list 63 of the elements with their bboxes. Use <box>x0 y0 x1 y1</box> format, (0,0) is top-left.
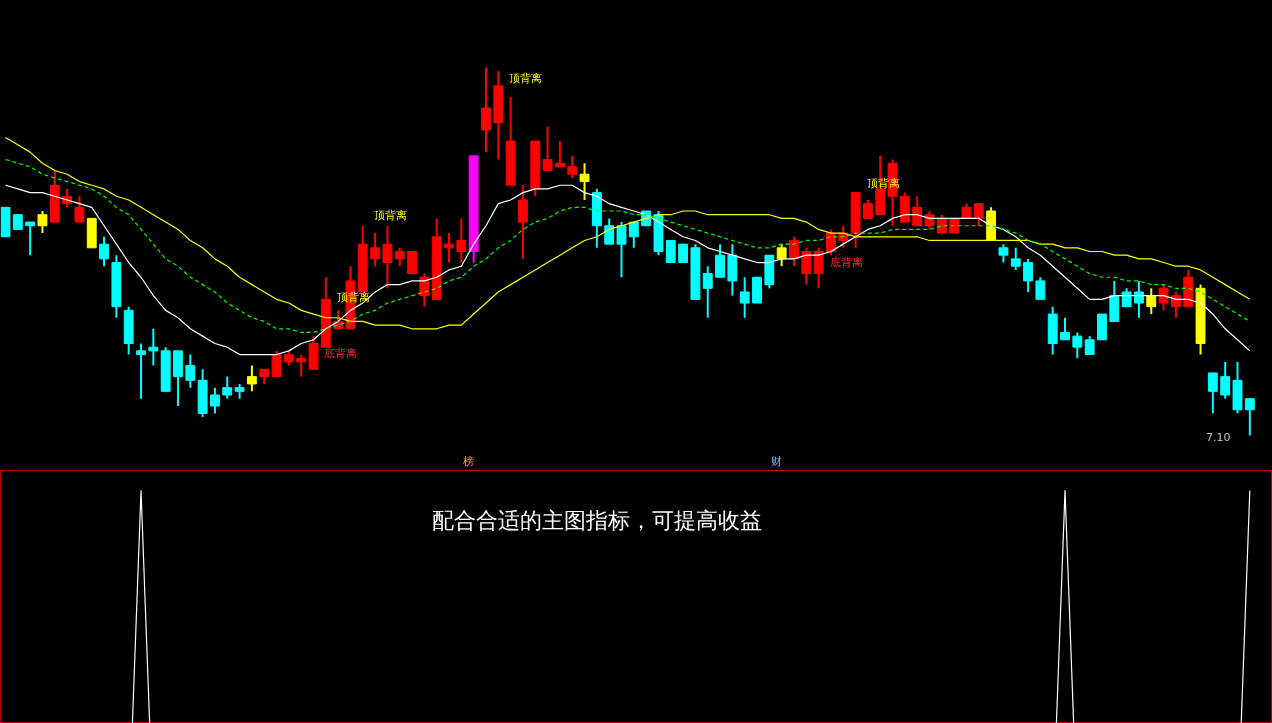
candlestick <box>567 154 578 179</box>
candlestick <box>370 232 381 268</box>
candlestick <box>456 217 467 264</box>
candlestick <box>1170 290 1181 319</box>
candlestick <box>1220 360 1231 400</box>
candlestick <box>1207 371 1218 415</box>
candlestick <box>1060 316 1070 341</box>
candlestick <box>801 246 812 286</box>
candlestick <box>1010 246 1021 271</box>
candlestick <box>789 235 799 268</box>
candlestick <box>37 210 48 235</box>
candlestick <box>382 224 393 290</box>
candlestick <box>148 327 159 367</box>
candlestick <box>936 213 947 235</box>
candlestick <box>444 232 454 264</box>
candlestick <box>271 349 282 378</box>
candlestick <box>715 243 725 279</box>
candlestick <box>702 265 713 319</box>
annotation: 7.10 <box>1206 430 1231 444</box>
candlestick <box>99 235 109 268</box>
candlestick <box>1146 287 1157 316</box>
candlestick <box>862 198 873 220</box>
candlestick <box>776 243 787 268</box>
candlestick <box>1158 283 1169 312</box>
candlestick <box>542 125 553 172</box>
annotation: 底背离 <box>830 256 863 269</box>
annotation: 顶背离 <box>509 72 542 85</box>
candlestick <box>604 217 615 246</box>
candlestick <box>246 364 257 393</box>
candlestick <box>998 243 1009 264</box>
candlestick <box>1084 335 1095 356</box>
candlestick <box>407 251 417 275</box>
candlestick <box>628 221 639 249</box>
candlestick <box>296 353 307 378</box>
annotation: 底背离 <box>324 347 357 360</box>
candlestick <box>1121 287 1132 308</box>
candlestick <box>665 239 676 264</box>
candlestick <box>554 140 565 168</box>
candlestick <box>222 375 233 400</box>
candlestick <box>25 221 36 257</box>
annotation: 顶背离 <box>374 209 407 222</box>
candlestick <box>1134 279 1144 319</box>
candlestick <box>136 342 146 400</box>
candlestick <box>210 386 220 415</box>
candlestick <box>518 184 528 260</box>
candlestick <box>678 243 689 264</box>
candlestick <box>739 276 750 319</box>
candlestick <box>74 195 85 224</box>
annotation: 配合合适的主图指标，可提高收益 <box>431 507 762 533</box>
candlestick <box>185 353 196 389</box>
candlestick <box>912 195 923 227</box>
candlestick <box>616 221 627 279</box>
candlestick <box>1072 331 1083 360</box>
text: 财 <box>771 455 782 468</box>
candlestick <box>579 162 590 201</box>
candlestick <box>1023 257 1033 293</box>
candlestick <box>481 66 491 154</box>
candlestick <box>973 202 984 227</box>
candlestick <box>1035 276 1046 301</box>
candlestick <box>394 246 405 268</box>
candlestick <box>1244 397 1255 437</box>
text: 榜 <box>463 455 474 468</box>
candlestick <box>813 246 824 290</box>
